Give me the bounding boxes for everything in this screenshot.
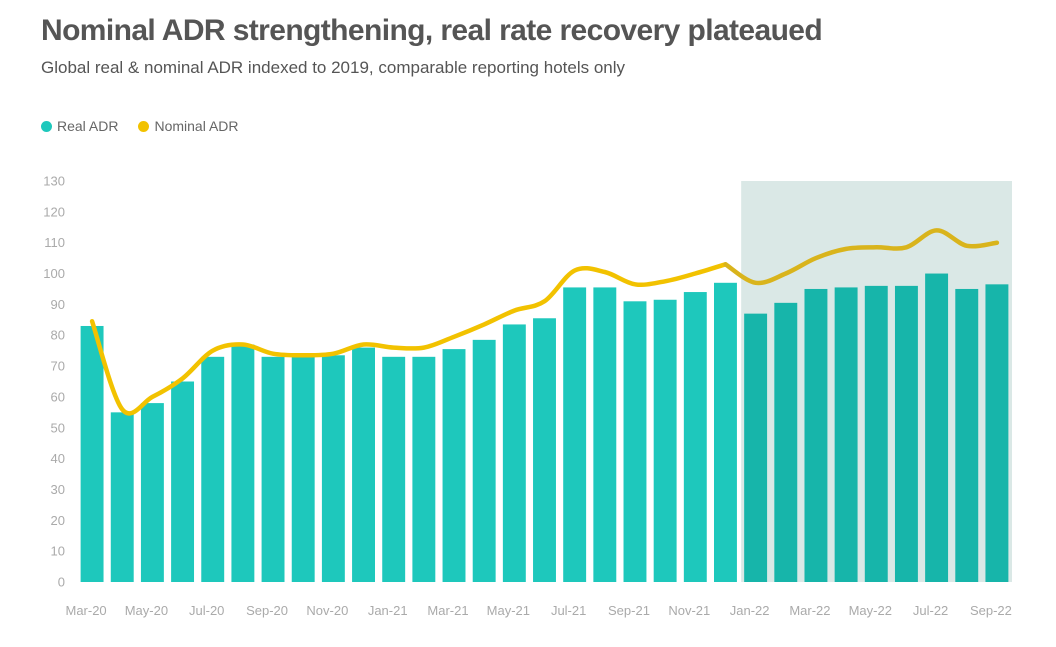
bar-real-adr <box>925 273 949 582</box>
legend-label-real-adr: Real ADR <box>57 118 119 134</box>
y-tick-label: 30 <box>51 482 65 497</box>
bar-real-adr <box>261 356 285 582</box>
bar-real-adr <box>442 349 466 582</box>
bar-real-adr <box>171 381 195 582</box>
bar-real-adr <box>382 356 406 582</box>
bar-real-adr <box>472 339 496 582</box>
legend-item-nominal-adr: Nominal ADR <box>138 118 239 134</box>
x-tick-label: Sep-22 <box>970 603 1012 618</box>
x-tick-label: Mar-22 <box>789 603 830 618</box>
legend: Real ADR Nominal ADR <box>41 118 239 134</box>
x-tick-label: Nov-21 <box>668 603 710 618</box>
bar-real-adr <box>985 284 1009 582</box>
bar-real-adr <box>321 355 345 582</box>
x-tick-label: Jan-21 <box>368 603 408 618</box>
y-tick-label: 10 <box>51 544 65 559</box>
y-tick-label: 70 <box>51 359 65 374</box>
bar-real-adr <box>352 347 375 582</box>
line-nominal-adr-highlight <box>723 228 1000 286</box>
chart-subtitle: Global real & nominal ADR indexed to 201… <box>41 58 626 77</box>
y-tick-label: 40 <box>51 451 65 466</box>
bar-real-adr <box>804 288 828 582</box>
bar-real-adr <box>894 285 918 582</box>
bar-real-adr <box>714 282 737 582</box>
bar-real-adr <box>744 313 768 582</box>
bar-real-adr <box>80 325 104 582</box>
bar-real-adr <box>955 288 979 582</box>
y-tick-label: 130 <box>43 174 65 189</box>
y-tick-label: 120 <box>43 204 65 219</box>
x-tick-label: Mar-20 <box>65 603 106 618</box>
y-tick-label: 100 <box>43 266 65 281</box>
bar-real-adr <box>774 302 798 582</box>
bar-real-adr <box>140 403 164 582</box>
bar-real-adr <box>412 356 436 582</box>
x-tick-label: May-20 <box>125 603 168 618</box>
x-tick-label: Sep-20 <box>246 603 288 618</box>
bar-real-adr <box>110 412 134 582</box>
legend-swatch-real-adr <box>41 120 52 132</box>
bar-real-adr <box>231 344 255 582</box>
bar-real-adr <box>623 301 647 582</box>
y-tick-label: 50 <box>51 420 65 435</box>
x-tick-label: Jul-21 <box>551 603 586 618</box>
y-tick-label: 60 <box>51 389 65 404</box>
y-tick-label: 80 <box>51 328 65 343</box>
bar-real-adr <box>864 285 888 582</box>
y-tick-label: 90 <box>51 297 65 312</box>
y-tick-label: 110 <box>44 235 65 250</box>
bar-real-adr <box>533 318 556 582</box>
x-tick-label: Jan-22 <box>730 603 770 618</box>
bar-real-adr <box>563 287 587 582</box>
chart-title: Nominal ADR strengthening, real rate rec… <box>41 14 823 47</box>
bar-real-adr <box>834 287 858 582</box>
y-tick-label: 20 <box>51 513 65 528</box>
x-tick-label: May-21 <box>487 603 530 618</box>
x-tick-label: May-22 <box>849 603 892 618</box>
x-tick-label: Mar-21 <box>427 603 468 618</box>
bar-real-adr <box>653 299 677 582</box>
bar-real-adr <box>683 292 707 582</box>
bar-real-adr <box>201 356 225 582</box>
legend-label-nominal-adr: Nominal ADR <box>154 118 239 134</box>
x-tick-label: Jul-22 <box>913 603 948 618</box>
line-nominal-adr <box>89 262 728 416</box>
legend-swatch-nominal-adr <box>138 120 150 132</box>
legend-item-real-adr: Real ADR <box>41 118 118 134</box>
x-tick-label: Jul-20 <box>189 603 224 618</box>
bar-real-adr <box>593 287 617 582</box>
y-tick-label: 0 <box>58 575 65 590</box>
bar-real-adr <box>502 324 526 582</box>
bar-real-adr <box>291 356 315 582</box>
x-tick-label: Nov-20 <box>306 603 348 618</box>
x-tick-label: Sep-21 <box>608 603 650 618</box>
